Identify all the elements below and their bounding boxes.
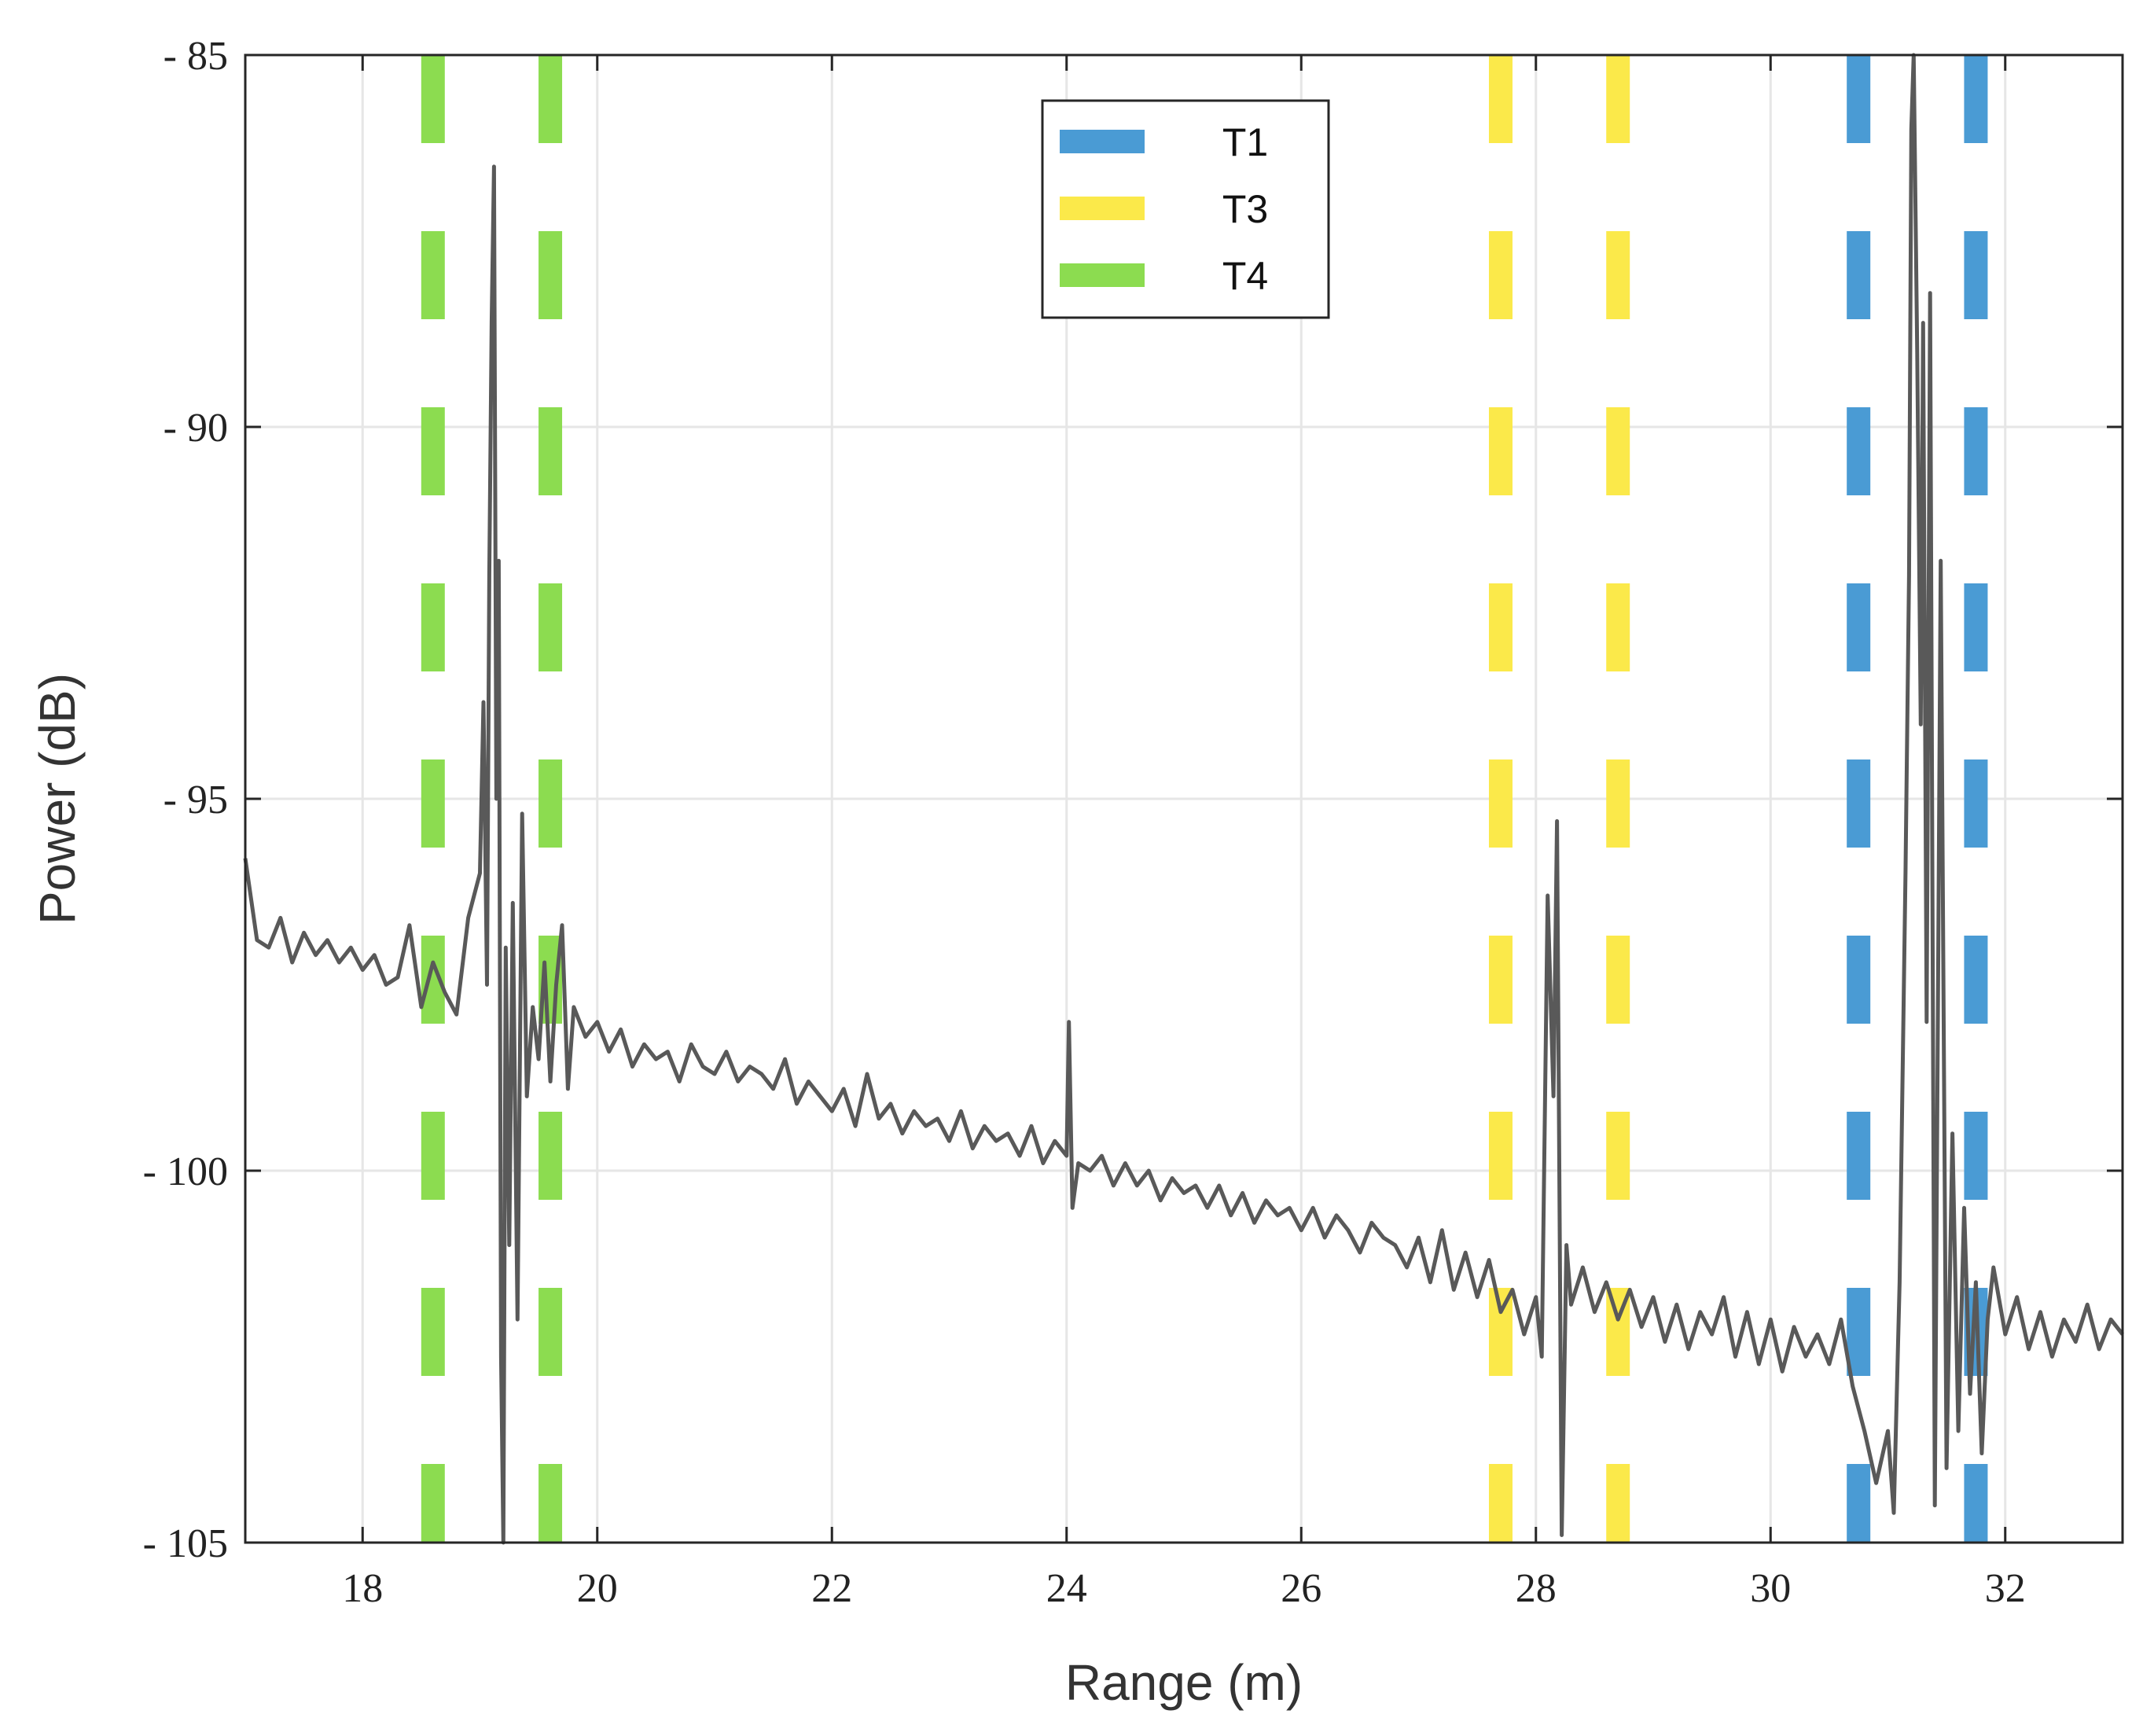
x-tick-label: 32: [1985, 1566, 2026, 1611]
x-tick-label: 30: [1750, 1566, 1791, 1611]
x-tick-label: 18: [342, 1566, 383, 1611]
y-tick-label: - 100: [143, 1149, 228, 1194]
y-tick-label: - 105: [143, 1521, 228, 1566]
x-tick-label: 28: [1516, 1566, 1557, 1611]
x-tick-label: 24: [1046, 1566, 1087, 1611]
x-tick-label: 26: [1281, 1566, 1321, 1611]
x-tick-label: 20: [577, 1566, 618, 1611]
legend: T1 T3 T4: [1041, 99, 1330, 319]
y-tick-label: - 95: [164, 778, 228, 822]
legend-label-t1: T1: [1222, 120, 1268, 164]
axis-ticks: 18 20 22 24 26 28 30 32 - 85 - 90 - 95 - 100 - 105: [143, 34, 2123, 1611]
legend-label-t3: T3: [1222, 187, 1268, 231]
y-tick-label: - 90: [164, 406, 228, 451]
y-axis-label: Power (dB): [29, 673, 86, 925]
legend-label-t4: T4: [1222, 254, 1268, 298]
x-axis-label: Range (m): [1065, 1654, 1303, 1711]
x-tick-label: 22: [811, 1566, 852, 1611]
power-trace-line: [243, 53, 2124, 1545]
y-tick-label: - 85: [164, 34, 228, 79]
power-trace-group: [243, 53, 2124, 1545]
